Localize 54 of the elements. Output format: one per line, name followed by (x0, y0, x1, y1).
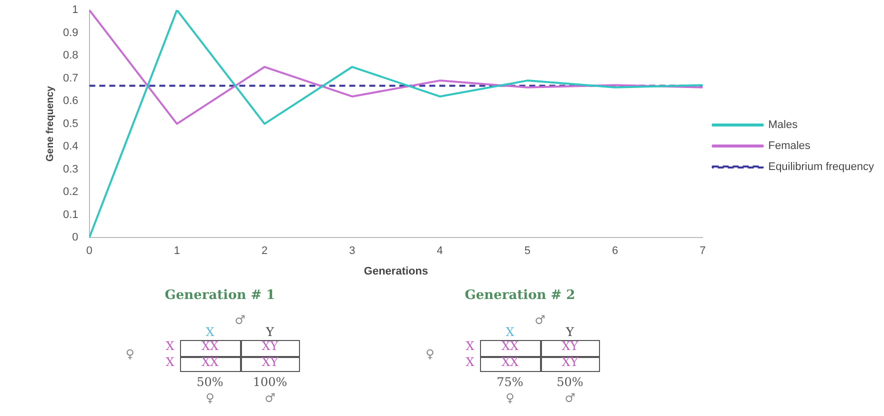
text: XY (562, 339, 578, 353)
text: ♂ (264, 391, 276, 405)
text: ♂ (234, 313, 246, 327)
text: XX (201, 355, 219, 369)
y-tick-label: 0.1 (62, 208, 78, 221)
x-tick-label: 6 (612, 245, 618, 258)
y-tick-label: 0.3 (62, 163, 78, 176)
y-tick-label: 0 (72, 232, 78, 244)
text: XX (201, 339, 219, 353)
x-tick-label: 7 (700, 245, 706, 258)
x-tick-label: 1 (174, 245, 180, 258)
x-tick-label: 3 (349, 245, 356, 258)
text: XY (262, 355, 278, 369)
text: XX (501, 355, 519, 369)
text: Y (266, 325, 274, 339)
text: XX (501, 339, 519, 353)
y-tick-label: 0.6 (62, 95, 78, 108)
text: ♀ (206, 391, 214, 405)
text: 100% (252, 375, 288, 389)
x-tick-label: 2 (261, 245, 268, 258)
text: 50% (556, 375, 584, 389)
x-tick-label: 4 (436, 245, 443, 258)
legend-label: Equilibrium frequency (768, 161, 874, 174)
y-tick-label: 1 (72, 4, 78, 16)
text: X (166, 355, 174, 369)
y-tick-label: 0.2 (62, 186, 78, 198)
text: Y (566, 325, 574, 339)
text: Generation # 2 (464, 288, 576, 303)
y-tick-label: 0.7 (62, 72, 78, 84)
x-tick-label: 5 (524, 245, 531, 258)
y-tick-label: 0.4 (62, 140, 78, 153)
legend-label: Females (768, 140, 811, 152)
y-tick-label: 0.5 (62, 118, 78, 130)
text: X (206, 325, 214, 339)
text: X (166, 339, 174, 353)
legend-label: Males (768, 119, 798, 132)
y-axis-title: Gene frequency (44, 86, 56, 162)
text: Generation # 1 (164, 288, 276, 303)
text: X (506, 325, 514, 339)
x-tick-label: 0 (86, 245, 92, 258)
text: 75% (496, 375, 524, 389)
y-tick-label: 0.8 (62, 50, 78, 62)
text: X (466, 355, 474, 369)
x-axis-title: Generations (364, 265, 428, 278)
text: 50% (196, 375, 224, 389)
text: X (466, 339, 474, 353)
y-tick-label: 0.9 (62, 26, 78, 39)
text: XY (262, 339, 278, 353)
text: ♀ (506, 391, 514, 405)
text: ♀ (126, 347, 134, 361)
text: XY (562, 355, 578, 369)
text: ♀ (426, 347, 434, 361)
text: ♂ (534, 313, 546, 327)
text: ♂ (564, 391, 576, 405)
